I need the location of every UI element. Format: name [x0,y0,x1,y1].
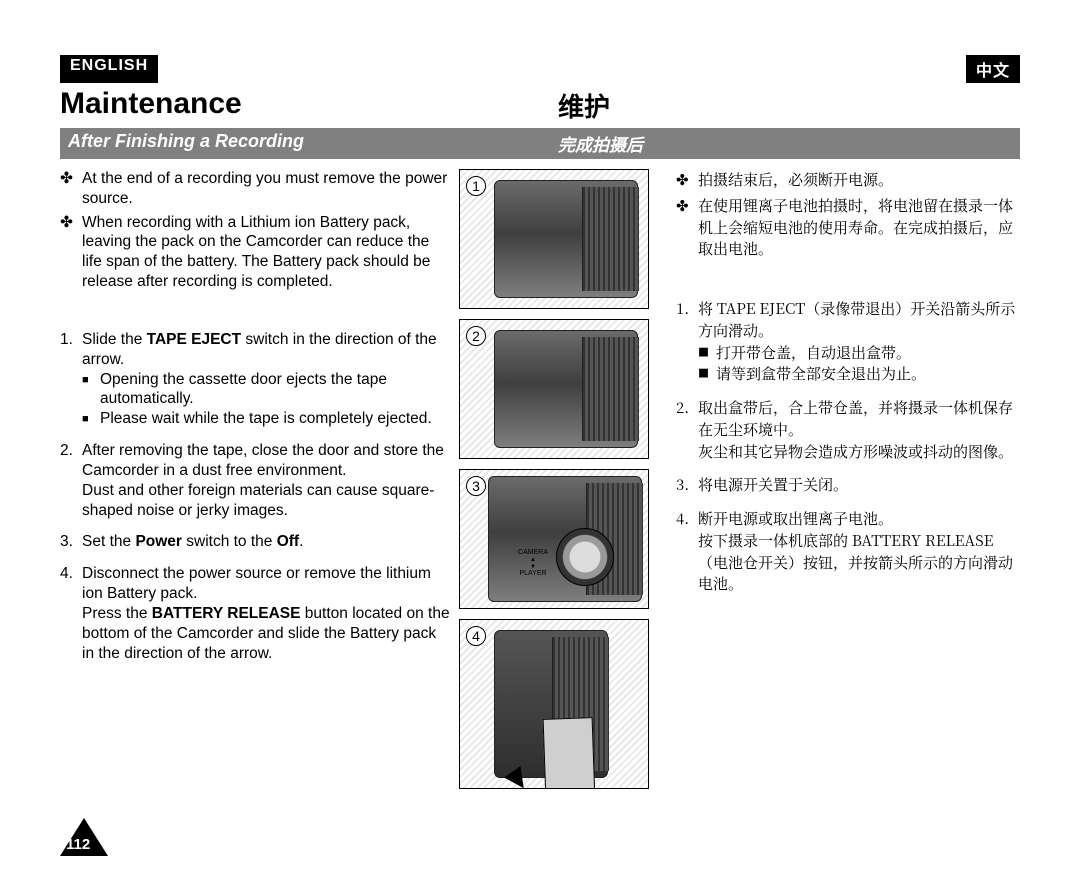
figure-3: CAMERA ▲▼ PLAYER 3 [459,469,649,609]
en-step-extra: Dust and other foreign materials can cau… [82,481,450,521]
cn-step: 2. 取出盒带后，合上带仓盖，并将摄录一体机保存在无尘环境中。 [676,397,1020,441]
sub-text: Opening the cassette door ejects the tap… [100,370,450,410]
en-subitem: ■ Opening the cassette door ejects the t… [82,370,450,410]
step-text: 将电源开关置于关闭。 [698,474,848,496]
cn-bullet: ✤ 拍摄结束后，必须断开电源。 [676,169,1020,191]
en-sublist: ■ Opening the cassette door ejects the t… [82,370,450,429]
battery-illustration [543,717,596,789]
figure-step-badge: 3 [466,476,486,496]
step-text: Slide the TAPE EJECT switch in the direc… [82,330,450,370]
t: Off [277,533,299,550]
title-english: Maintenance [60,87,540,124]
step-text: 取出盒带后，合上带仓盖，并将摄录一体机保存在无尘环境中。 [698,397,1020,441]
cn-bullet: ✤ 在使用锂离子电池拍摄时，将电池留在摄录一体机上会缩短电池的使用寿命。在完成拍… [676,195,1020,260]
en-subitem: ■ Please wait while the tape is complete… [82,409,450,429]
en-bullet-text: At the end of a recording you must remov… [82,169,450,209]
step-number: 1. [676,298,698,342]
square-mark-icon: ■ [82,370,100,410]
figure-1: 1 [459,169,649,309]
step-number: 3. [60,532,82,552]
en-step: 3. Set the Power switch to the Off. [60,532,450,552]
bullet-mark-icon: ✤ [676,195,698,260]
sub-text: 请等到盒带全部安全退出为止。 [716,363,926,385]
step-text: After removing the tape, close the door … [82,441,450,481]
t: Press the [82,605,152,622]
step-number: 1. [60,330,82,370]
t: Set the [82,533,135,550]
en-step: 1. Slide the TAPE EJECT switch in the di… [60,330,450,370]
dial-labels: CAMERA ▲▼ PLAYER [518,549,548,578]
subtitle-chinese: 完成拍摄后 [540,128,1020,159]
sub-text: Please wait while the tape is completely… [100,409,432,429]
dial-player-label: PLAYER [518,570,548,578]
cn-step-extra: 灰尘和其它异物会造成方形噪波或抖动的图像。 [698,441,1020,463]
section-titles: Maintenance 维护 [60,87,1020,124]
cn-subitem: ■ 打开带仓盖，自动退出盒带。 [698,342,1020,364]
cn-bullet-text: 在使用锂离子电池拍摄时，将电池留在摄录一体机上会缩短电池的使用寿命。在完成拍摄后… [698,195,1020,260]
figure-step-badge: 2 [466,326,486,346]
en-bullet-text: When recording with a Lithium ion Batter… [82,213,450,292]
step-text: Disconnect the power source or remove th… [82,564,450,604]
power-dial-icon [556,528,614,586]
t: Slide the [82,331,147,348]
square-mark-icon: ■ [698,342,716,364]
step-text: 断开电源或取出锂离子电池。 [698,508,893,530]
t: switch to the [182,533,277,550]
en-step-extra: Press the BATTERY RELEASE button located… [82,604,450,663]
sub-text: 打开带仓盖，自动退出盒带。 [716,342,911,364]
t: . [299,533,303,550]
dial-camera-label: CAMERA [518,549,548,557]
step-number: 2. [60,441,82,481]
square-mark-icon: ■ [698,363,716,385]
lang-english: ENGLISH [60,55,158,83]
page-number: 112 [66,836,90,853]
cn-subitem: ■ 请等到盒带全部安全退出为止。 [698,363,1020,385]
step-number: 4. [60,564,82,604]
figure-4: 4 [459,619,649,789]
bullet-mark-icon: ✤ [60,169,82,209]
en-bullet: ✤ When recording with a Lithium ion Batt… [60,213,450,292]
en-step: 4. Disconnect the power source or remove… [60,564,450,604]
bullet-mark-icon: ✤ [676,169,698,191]
column-figures: 1 2 CAMERA ▲▼ PLAYER 3 4 [458,169,650,789]
subtitle-english: After Finishing a Recording [60,128,540,159]
section-subtitles: After Finishing a Recording 完成拍摄后 [60,128,1020,159]
square-mark-icon: ■ [82,409,100,429]
step-number: 2. [676,397,698,441]
cn-step: 4. 断开电源或取出锂离子电池。 [676,508,1020,530]
t: Power [135,533,182,550]
cn-step: 3. 将电源开关置于关闭。 [676,474,1020,496]
step-text: 将 TAPE EJECT（录像带退出）开关沿箭头所示方向滑动。 [698,298,1020,342]
figure-step-badge: 4 [466,626,486,646]
title-chinese: 维护 [540,87,1020,124]
lang-chinese: 中文 [966,55,1020,83]
figure-step-badge: 1 [466,176,486,196]
cn-step-extra: 按下摄录一体机底部的 BATTERY RELEASE（电池仓开关）按钮，并按箭头… [698,530,1020,595]
language-labels: ENGLISH 中文 [60,55,1020,83]
en-bullet: ✤ At the end of a recording you must rem… [60,169,450,209]
cn-sublist: ■ 打开带仓盖，自动退出盒带。 ■ 请等到盒带全部安全退出为止。 [698,342,1020,386]
cn-step: 1. 将 TAPE EJECT（录像带退出）开关沿箭头所示方向滑动。 [676,298,1020,342]
column-chinese: ✤ 拍摄结束后，必须断开电源。 ✤ 在使用锂离子电池拍摄时，将电池留在摄录一体机… [650,169,1020,789]
step-number: 3. [676,474,698,496]
cn-bullet-text: 拍摄结束后，必须断开电源。 [698,169,893,191]
en-step: 2. After removing the tape, close the do… [60,441,450,481]
bullet-mark-icon: ✤ [60,213,82,292]
step-number: 4. [676,508,698,530]
step-text: Set the Power switch to the Off. [82,532,303,552]
content-row: ✤ At the end of a recording you must rem… [60,169,1020,789]
column-english: ✤ At the end of a recording you must rem… [60,169,458,789]
camcorder-illustration [494,180,638,298]
t: BATTERY RELEASE [152,605,301,622]
figure-2: 2 [459,319,649,459]
t: TAPE EJECT [147,331,241,348]
camcorder-illustration [494,330,638,448]
